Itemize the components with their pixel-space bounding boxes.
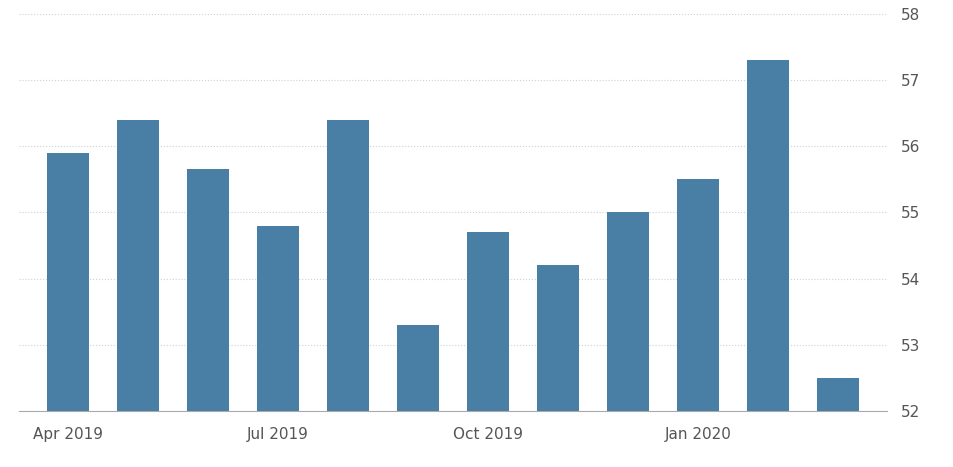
- Bar: [537, 265, 578, 411]
- Bar: [327, 120, 369, 411]
- Bar: [606, 212, 648, 411]
- Bar: [817, 378, 859, 411]
- Bar: [677, 179, 719, 411]
- Bar: [746, 60, 788, 411]
- Bar: [117, 120, 159, 411]
- Bar: [47, 153, 89, 411]
- Bar: [257, 226, 299, 411]
- Bar: [396, 325, 438, 411]
- Bar: [187, 170, 229, 411]
- Bar: [467, 232, 509, 411]
